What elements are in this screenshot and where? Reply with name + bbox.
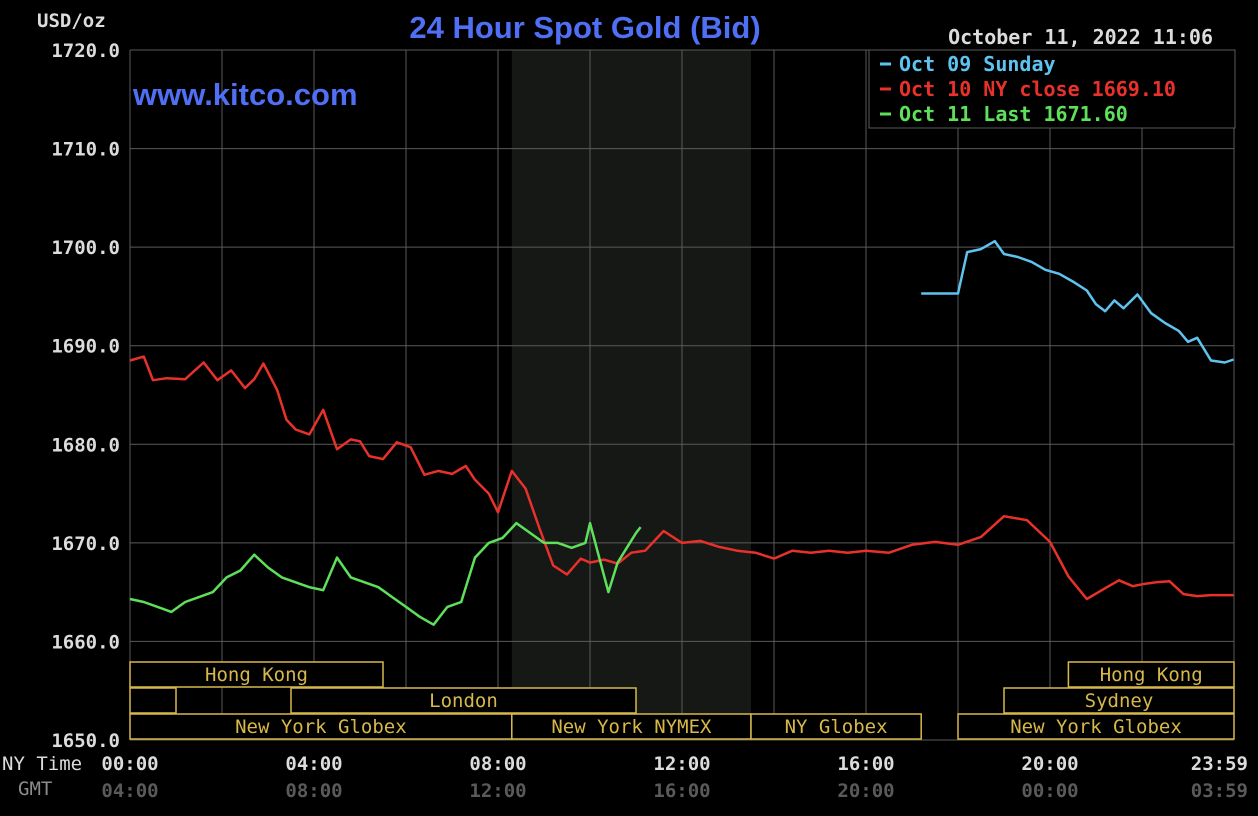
session-label: London xyxy=(429,690,498,712)
session-label: Hong Kong xyxy=(1100,664,1203,686)
session-label: Hong Kong xyxy=(205,664,308,686)
watermark-url: www.kitco.com xyxy=(132,77,358,112)
x-tick-label-gmt: 03:59 xyxy=(1191,780,1248,802)
session-label: NY Globex xyxy=(785,716,888,738)
y-tick-label: 1720.0 xyxy=(51,40,120,62)
y-tick-label: 1680.0 xyxy=(51,434,120,456)
legend-entry-ny-close: Oct 10 NY close 1669.10 xyxy=(899,77,1176,101)
x-tick-label-ny: 00:00 xyxy=(101,753,158,775)
session-label: Sydney xyxy=(1085,690,1154,712)
x-row-label-ny: NY Time xyxy=(2,753,82,775)
x-tick-label-gmt: 08:00 xyxy=(285,780,342,802)
session-bar xyxy=(130,688,176,713)
gold-price-chart: Hong Kong London New York Globex New York N… xyxy=(0,0,1258,816)
x-tick-label-ny: 08:00 xyxy=(469,753,526,775)
legend-entry-sunday: Oct 09 Sunday xyxy=(899,52,1056,76)
x-tick-label-gmt: 00:00 xyxy=(1021,780,1078,802)
chart-title: 24 Hour Spot Gold (Bid) xyxy=(409,10,760,45)
session-label: New York Globex xyxy=(1010,716,1182,738)
x-row-label-gmt: GMT xyxy=(18,778,52,800)
x-tick-label-gmt: 20:00 xyxy=(837,780,894,802)
y-tick-label: 1650.0 xyxy=(51,730,120,752)
x-tick-label-gmt: 12:00 xyxy=(469,780,526,802)
x-tick-label-gmt: 16:00 xyxy=(653,780,710,802)
y-tick-label: 1710.0 xyxy=(51,139,120,161)
y-tick-label: 1700.0 xyxy=(51,237,120,259)
session-label: New York NYMEX xyxy=(551,716,712,738)
y-tick-label: 1690.0 xyxy=(51,336,120,358)
x-tick-label-ny: 12:00 xyxy=(653,753,710,775)
x-tick-label-ny: 04:00 xyxy=(285,753,342,775)
legend: Oct 09 Sunday Oct 10 NY close 1669.10 Oc… xyxy=(869,50,1235,128)
x-tick-label-ny: 23:59 xyxy=(1191,753,1248,775)
session-label: New York Globex xyxy=(235,716,407,738)
nymex-shaded-region xyxy=(512,50,751,740)
y-tick-label: 1660.0 xyxy=(51,631,120,653)
x-tick-label-gmt: 04:00 xyxy=(101,780,158,802)
y-tick-label: 1670.0 xyxy=(51,533,120,555)
legend-entry-last: Oct 11 Last 1671.60 xyxy=(899,102,1128,126)
x-tick-label-ny: 20:00 xyxy=(1021,753,1078,775)
x-tick-label-ny: 16:00 xyxy=(837,753,894,775)
y-axis-unit: USD/oz xyxy=(37,10,106,32)
timestamp: October 11, 2022 11:06 xyxy=(948,25,1213,49)
